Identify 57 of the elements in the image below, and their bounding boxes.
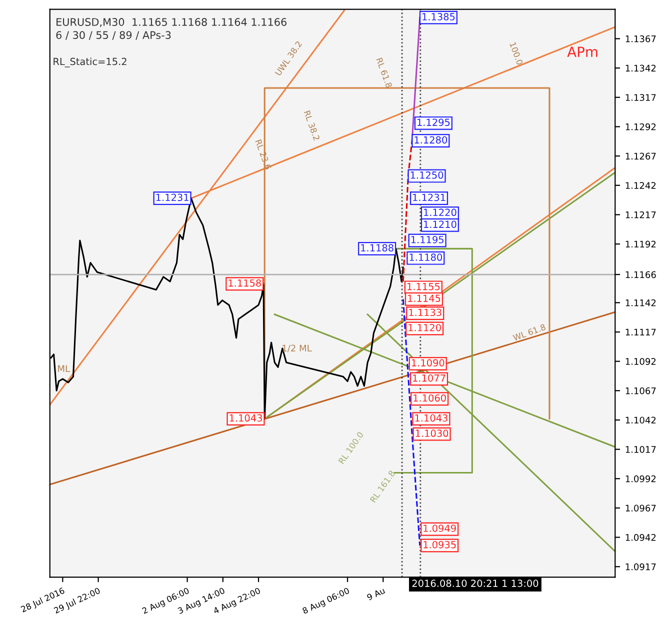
annotation: RL 61.8 <box>376 58 392 88</box>
x-tick-label: 8 Aug 06:00 <box>302 587 350 616</box>
annotation: 1.1077 <box>413 374 446 382</box>
y-tick-label: 1.1092 <box>626 358 656 365</box>
x-tick-label: 9 Au <box>366 587 386 601</box>
annotation: 1/2 ML <box>282 344 312 352</box>
annotation: 1.1295 <box>418 118 450 126</box>
y-tick-label: 1.0992 <box>626 475 656 482</box>
y-tick-label: 1.1142 <box>626 299 656 306</box>
annotation: 1.1220 <box>424 208 456 216</box>
annotation: 1.1250 <box>410 171 444 179</box>
y-tick-label: 1.1342 <box>626 64 656 72</box>
y-tick-label: 1.1192 <box>626 240 656 248</box>
annotation: 1.1145 <box>408 294 440 302</box>
y-tick-label: 1.1117 <box>626 328 656 336</box>
annotation: 1.1210 <box>424 220 456 228</box>
annotation: 1.1155 <box>407 283 440 290</box>
annotation: 1.0949 <box>424 524 456 532</box>
annotation: 1.1280 <box>414 136 448 144</box>
y-tick-label: 1.1166 <box>626 271 656 278</box>
annotation: 1.1043 <box>415 414 448 422</box>
annotation: 1.1231 <box>156 194 188 202</box>
y-tick-label: 1.1042 <box>626 416 656 424</box>
annotation: RL 23.6 <box>255 139 272 170</box>
annotation: ML <box>58 365 70 372</box>
annotation: 100.0 <box>510 42 524 66</box>
annotation: 1.1133 <box>409 308 442 316</box>
annotation: 1.1195 <box>411 236 444 244</box>
y-tick-label: 1.1067 <box>626 387 656 394</box>
y-tick-label: 1.1267 <box>626 152 656 160</box>
y-tick-label: 1.0917 <box>626 563 656 570</box>
y-tick-label: 1.1292 <box>626 123 656 130</box>
text: 6 / 30 / 55 / 89 / APs-3 <box>56 31 171 40</box>
y-tick-label: 1.1017 <box>626 446 656 453</box>
y-tick-label: 1.1242 <box>626 182 656 189</box>
annotation: WL 61.8 <box>512 324 546 342</box>
annotation: RL 38.2 <box>304 110 320 141</box>
y-tick-label: 1.0942 <box>626 534 656 541</box>
annotation: APm <box>567 46 598 57</box>
annotation: 1.1231 <box>413 194 446 202</box>
annotation: 1.0935 <box>424 540 456 548</box>
annotation: 1.1090 <box>412 359 444 366</box>
annotation: 1.1158 <box>228 279 261 287</box>
annotation: 1.1030 <box>416 430 448 437</box>
annotation: 1.1385 <box>422 13 455 20</box>
annotation: RL_Static=15.2 <box>54 58 126 68</box>
y-tick-label: 1.0967 <box>626 504 656 512</box>
y-tick-label: 1.1317 <box>626 94 656 101</box>
text: 2016.08.10 20:21 1 13:00 <box>412 580 538 587</box>
y-tick-label: 1.1217 <box>626 211 656 218</box>
annotation: 1.1188 <box>361 244 394 252</box>
annotation: 1.1043 <box>230 414 262 422</box>
annotation: 1.1180 <box>410 254 442 261</box>
y-tick-label: 1.1367 <box>626 35 656 42</box>
text: EURUSD,M30 1.1165 1.1168 1.1164 1.1166 <box>56 18 286 28</box>
annotation: 1.1120 <box>408 324 441 332</box>
annotation: 1.1060 <box>414 394 446 402</box>
